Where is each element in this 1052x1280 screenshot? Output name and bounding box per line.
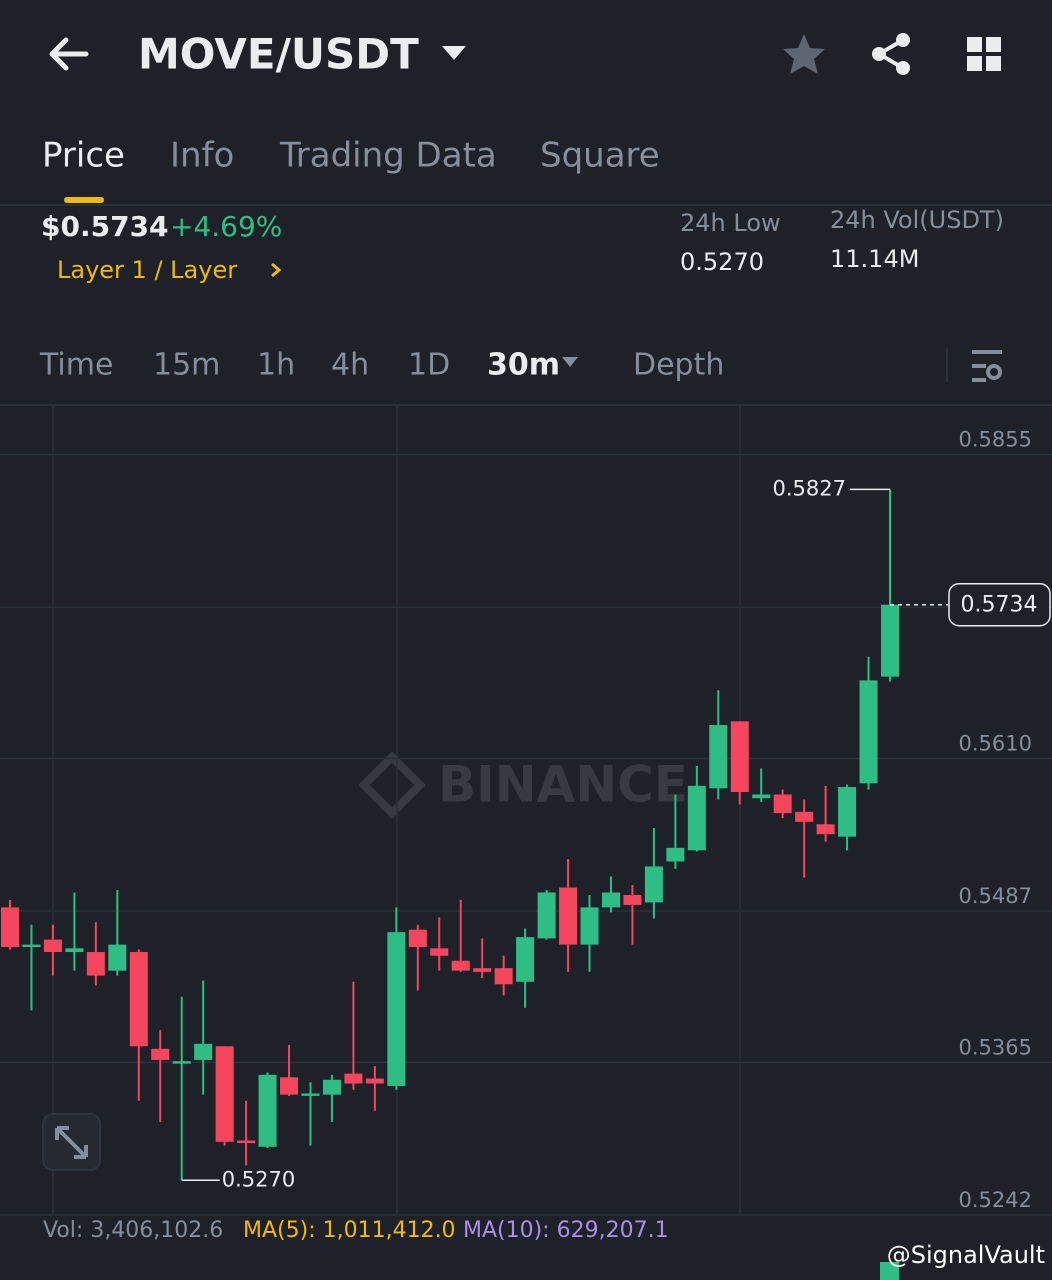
candle-body <box>838 787 857 837</box>
candle-body <box>86 952 105 976</box>
volume-bar-partial <box>880 1262 899 1280</box>
vol-label: 24h Vol(USDT) <box>830 206 1004 234</box>
interval[interactable]: 15m <box>153 348 220 383</box>
y-tick-label: 0.5365 <box>959 1035 1032 1059</box>
vol-value: 11.14M <box>830 245 919 273</box>
candle-body <box>365 1078 384 1084</box>
candle-body <box>494 968 513 985</box>
candle-body <box>215 1046 234 1142</box>
price-change: +4.69% <box>170 210 282 243</box>
candlestick-chart: 0.58550.57320.56100.54870.53650.52420.58… <box>0 405 1052 1216</box>
tab[interactable]: Info <box>170 136 234 176</box>
candle-body <box>451 960 470 971</box>
interval[interactable]: 1D <box>408 348 450 383</box>
annotation-label: 0.5827 <box>773 476 846 500</box>
candle-body <box>666 847 685 862</box>
volume-label: Vol: 3,406,102.6 <box>43 1218 223 1243</box>
pair-dropdown[interactable] <box>442 46 466 60</box>
candle-body <box>430 948 449 956</box>
candle-body <box>730 721 749 793</box>
candle-body <box>580 907 599 945</box>
candle-body <box>1 907 19 948</box>
candle-body <box>280 1077 299 1095</box>
interval[interactable]: Depth <box>633 348 724 383</box>
interval-dropdown[interactable] <box>562 357 578 367</box>
candle-body <box>408 929 427 948</box>
candle-body <box>65 948 84 953</box>
candle-body <box>301 1093 320 1096</box>
candle-body <box>22 944 41 948</box>
candle-body <box>473 968 492 972</box>
expand-icon <box>55 1126 88 1159</box>
candle-body <box>687 785 706 851</box>
favorite-icon[interactable] <box>783 34 825 74</box>
candle-body <box>108 944 127 971</box>
grid-icon[interactable] <box>967 37 1001 71</box>
category-chevron[interactable] <box>271 262 282 278</box>
chart-watermark-group: BINANCE <box>358 751 688 819</box>
ma10-label: MA(10): 629,207.1 <box>463 1218 669 1243</box>
candle-body <box>151 1048 170 1060</box>
annotation-label: 0.5270 <box>222 1167 295 1191</box>
candle-body <box>752 794 771 799</box>
candle-body <box>237 1140 256 1144</box>
candle-body <box>859 680 878 784</box>
candle-body <box>537 892 556 939</box>
grid-cell <box>967 37 982 52</box>
last-price: $0.5734 <box>41 210 169 243</box>
candle-body <box>194 1043 213 1060</box>
share-icon[interactable] <box>872 33 910 75</box>
low-value: 0.5270 <box>680 248 764 276</box>
chart-settings-icon[interactable] <box>972 350 1002 382</box>
interval[interactable]: 1h <box>257 348 295 383</box>
candle-body <box>795 811 814 822</box>
interval[interactable]: 4h <box>331 348 369 383</box>
y-tick-label: 0.5610 <box>959 732 1032 756</box>
low-label: 24h Low <box>680 209 781 237</box>
candle-body <box>43 939 62 953</box>
settings-lines <box>972 350 1002 382</box>
candle-body <box>816 824 835 835</box>
candle-body <box>322 1079 341 1095</box>
back-button[interactable] <box>49 37 89 71</box>
grid-cell <box>967 56 982 71</box>
chart-watermark: BINANCE <box>438 756 688 814</box>
candle-body <box>559 887 578 945</box>
candle-body <box>387 932 406 1086</box>
candle-body <box>601 892 620 908</box>
candle-body <box>129 952 148 1047</box>
candle-body <box>172 1061 191 1064</box>
interval[interactable]: Time <box>39 348 113 383</box>
settings-gear <box>986 364 1002 380</box>
candle-body <box>773 794 792 814</box>
grid-cell <box>986 37 1001 52</box>
candle-body <box>258 1074 277 1147</box>
candle-body <box>881 604 899 677</box>
candle-body <box>644 866 663 903</box>
share-lines <box>875 38 905 70</box>
grid-cell <box>986 56 1001 71</box>
interval-active[interactable]: 30m <box>487 348 560 383</box>
credit-watermark: @SignalVault <box>887 1241 1045 1269</box>
tab[interactable]: Square <box>540 136 660 176</box>
category-tag[interactable]: Layer 1 / Layer <box>57 256 237 284</box>
price-tag <box>948 582 1051 627</box>
candle-body <box>709 725 728 789</box>
ma5-label: MA(5): 1,011,412.0 <box>243 1218 456 1243</box>
y-tick-label: 0.5242 <box>959 1188 1032 1212</box>
tab-indicator <box>64 197 104 203</box>
y-tick-label: 0.5487 <box>959 884 1032 908</box>
price-tag-label: 0.5734 <box>961 593 1038 618</box>
candle-body <box>516 937 535 982</box>
watermark-logo <box>358 751 426 819</box>
pair-title[interactable]: MOVE/USDT <box>138 30 419 79</box>
tab[interactable]: Trading Data <box>279 136 497 176</box>
y-tick-label: 0.5855 <box>959 428 1032 452</box>
tab[interactable]: Price <box>42 136 125 176</box>
candle-body <box>344 1073 363 1084</box>
candle-body <box>623 894 642 905</box>
